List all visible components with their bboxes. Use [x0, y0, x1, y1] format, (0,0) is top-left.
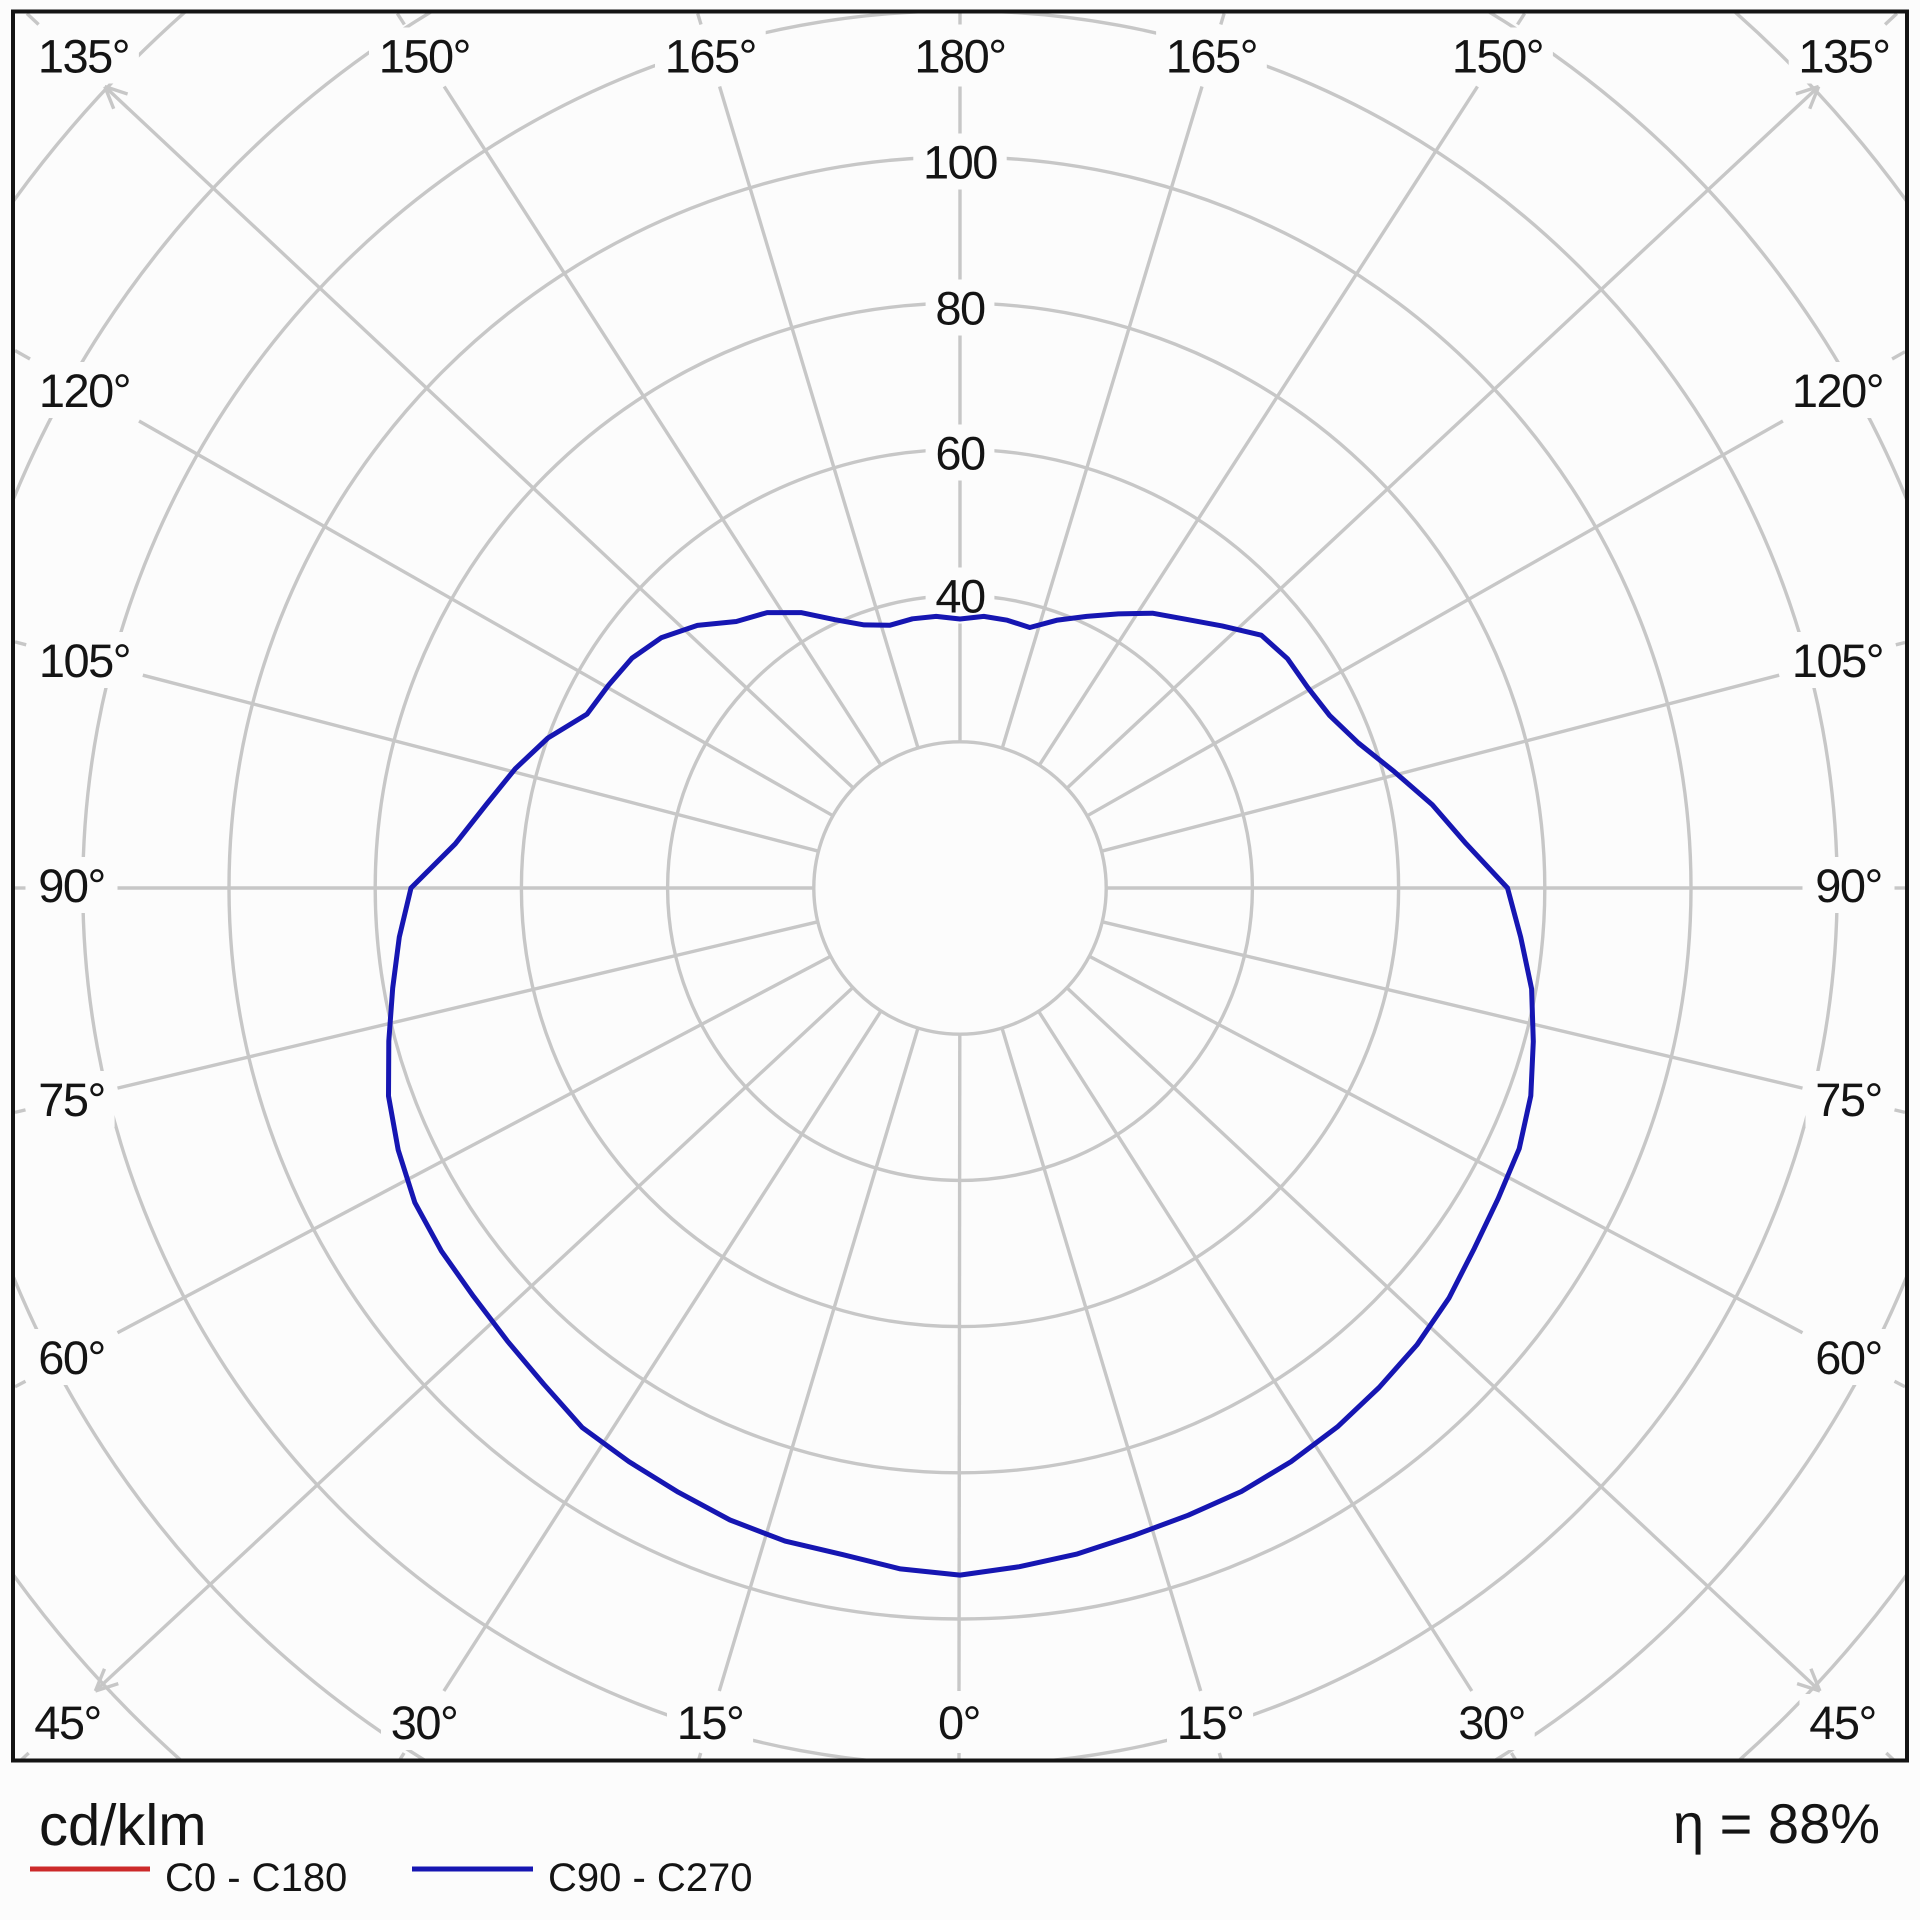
svg-text:η = 88%: η = 88% [1673, 1792, 1880, 1855]
svg-text:150°: 150° [1452, 29, 1543, 82]
svg-text:75°: 75° [38, 1073, 105, 1126]
svg-text:15°: 15° [1177, 1696, 1244, 1749]
svg-text:150°: 150° [379, 29, 470, 82]
svg-text:75°: 75° [1815, 1073, 1882, 1126]
svg-text:165°: 165° [1166, 29, 1257, 82]
svg-text:C90 - C270: C90 - C270 [548, 1856, 753, 1900]
svg-text:120°: 120° [39, 364, 130, 417]
svg-text:105°: 105° [1792, 634, 1883, 687]
svg-text:90°: 90° [38, 859, 105, 912]
svg-text:135°: 135° [38, 29, 129, 82]
svg-text:cd/klm: cd/klm [39, 1793, 207, 1858]
svg-text:90°: 90° [1815, 859, 1882, 912]
svg-text:45°: 45° [1809, 1696, 1876, 1749]
svg-text:0°: 0° [938, 1696, 980, 1749]
svg-text:30°: 30° [1458, 1696, 1525, 1749]
svg-text:180°: 180° [914, 29, 1005, 82]
svg-text:165°: 165° [665, 29, 756, 82]
svg-text:60°: 60° [1815, 1331, 1882, 1384]
svg-text:45°: 45° [34, 1696, 101, 1749]
svg-text:40: 40 [935, 569, 985, 622]
svg-text:100: 100 [923, 135, 997, 188]
svg-text:C0 - C180: C0 - C180 [165, 1856, 347, 1900]
svg-text:135°: 135° [1798, 29, 1889, 82]
svg-text:15°: 15° [677, 1696, 744, 1749]
svg-text:120°: 120° [1792, 364, 1883, 417]
svg-text:80: 80 [935, 281, 985, 334]
svg-text:60: 60 [935, 426, 985, 479]
svg-text:60°: 60° [38, 1331, 105, 1384]
svg-text:105°: 105° [39, 634, 130, 687]
svg-text:30°: 30° [391, 1696, 458, 1749]
